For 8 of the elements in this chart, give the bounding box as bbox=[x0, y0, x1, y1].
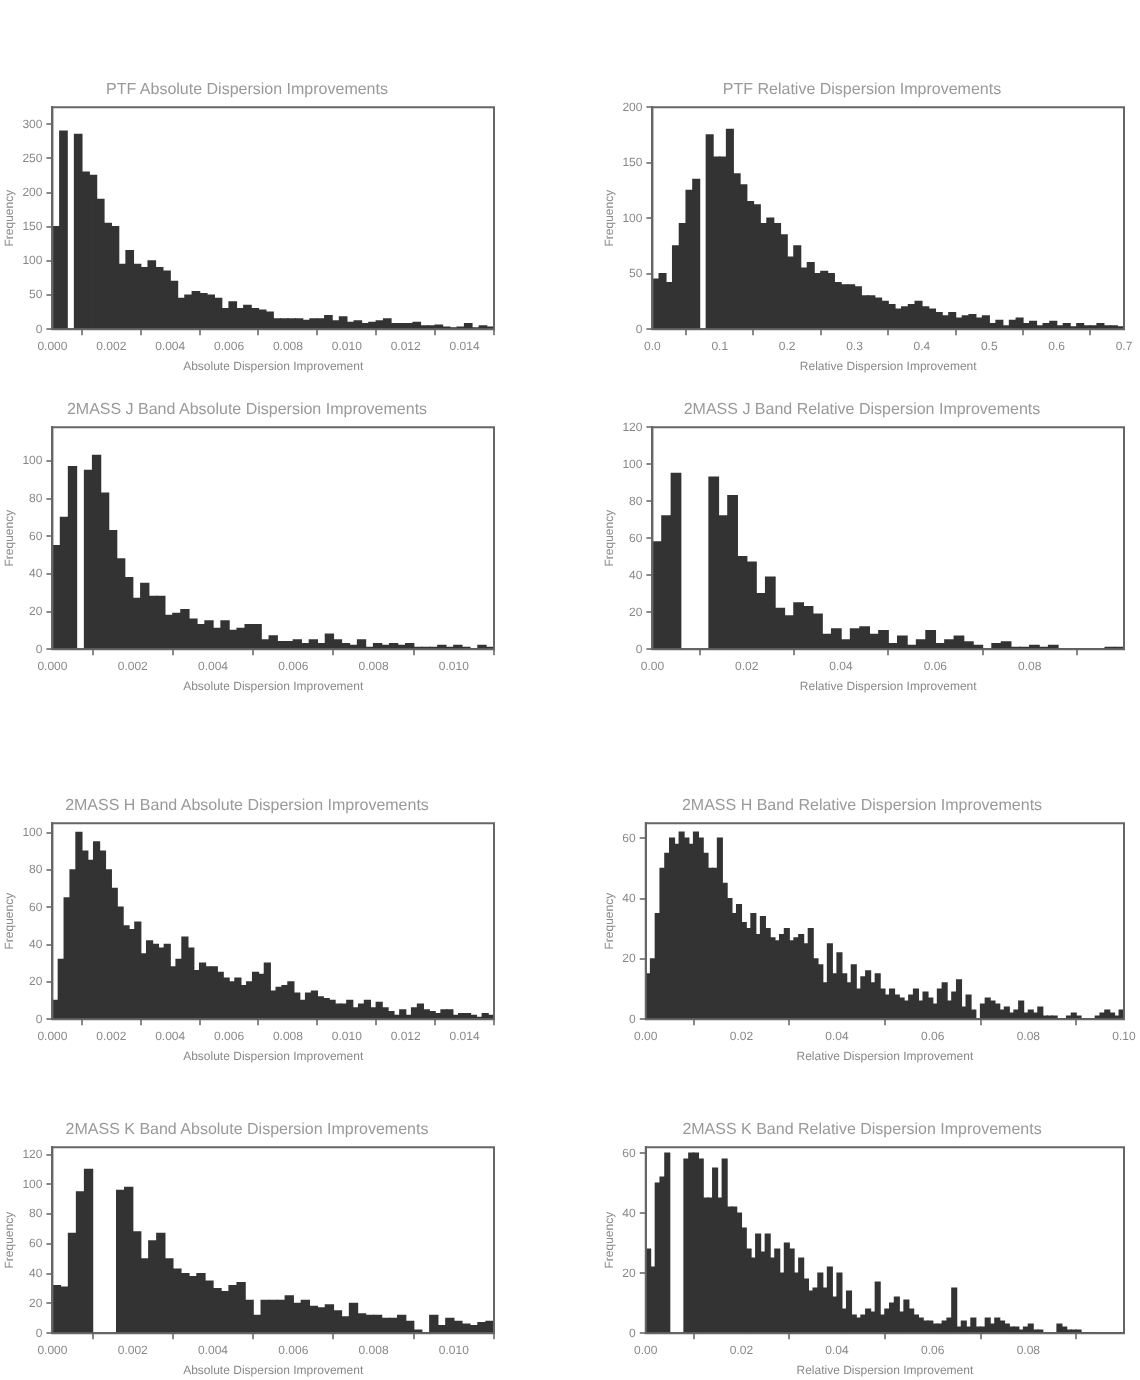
chart-title: PTF Absolute Dispersion Improvements bbox=[106, 80, 388, 99]
chart-title: 2MASS K Band Relative Dispersion Improvements bbox=[682, 1120, 1042, 1139]
chart-title: PTF Relative Dispersion Improvements bbox=[722, 80, 1002, 99]
chart-title: 2MASS H Band Absolute Dispersion Improvements bbox=[65, 796, 429, 815]
chart-title: 2MASS J Band Absolute Dispersion Improvements bbox=[66, 400, 428, 419]
chart-title: 2MASS H Band Relative Dispersion Improvements bbox=[681, 796, 1043, 815]
chart-title: 2MASS J Band Relative Dispersion Improvements bbox=[683, 400, 1041, 419]
chart-title: 2MASS K Band Absolute Dispersion Improvements bbox=[65, 1120, 429, 1139]
